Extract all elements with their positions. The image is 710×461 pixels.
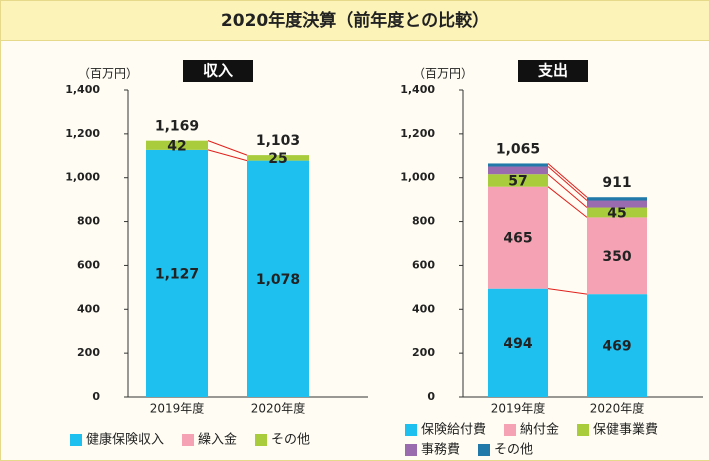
x-tick-label: 2020年度 bbox=[590, 401, 645, 416]
y-axis-label: （百万円） bbox=[78, 67, 138, 81]
bar-segment bbox=[587, 197, 647, 201]
legend-label: 繰入金 bbox=[198, 432, 237, 448]
y-tick-label: 400 bbox=[77, 302, 100, 315]
bar-segment bbox=[146, 149, 208, 397]
y-tick-label: 400 bbox=[412, 302, 435, 315]
y-tick-label: 0 bbox=[427, 390, 435, 403]
legend-label: 保険給付費 bbox=[421, 423, 486, 438]
panel-title: 支出 bbox=[537, 62, 568, 80]
x-tick-label: 2019年度 bbox=[491, 401, 546, 416]
data-label: 465 bbox=[503, 231, 532, 247]
connector-line bbox=[547, 288, 588, 295]
bar-segment bbox=[488, 166, 548, 175]
panel-header-box bbox=[518, 60, 588, 82]
y-tick-label: 0 bbox=[92, 390, 100, 403]
connector-line bbox=[207, 149, 248, 162]
y-tick-label: 1,000 bbox=[400, 171, 435, 184]
total-label: 1,169 bbox=[155, 119, 199, 135]
data-label: 494 bbox=[503, 336, 532, 352]
y-tick-label: 800 bbox=[77, 215, 100, 228]
bar-segment bbox=[587, 200, 647, 208]
legend-swatch bbox=[405, 424, 417, 436]
total-label: 911 bbox=[602, 175, 631, 191]
bar-segment bbox=[247, 155, 309, 161]
legend-label: その他 bbox=[271, 433, 310, 448]
connector-line bbox=[547, 186, 588, 218]
panel-header-box bbox=[183, 60, 253, 82]
data-label: 1,127 bbox=[155, 266, 199, 282]
data-label: 57 bbox=[508, 173, 527, 189]
data-label: 469 bbox=[602, 339, 631, 355]
y-tick-label: 1,400 bbox=[65, 83, 100, 96]
bar-segment bbox=[587, 217, 647, 295]
connector-line bbox=[547, 163, 588, 198]
legend-swatch bbox=[504, 424, 516, 436]
bar-segment bbox=[587, 207, 647, 218]
bar-segment bbox=[488, 174, 548, 187]
connector-line bbox=[547, 166, 588, 201]
legend-swatch bbox=[70, 434, 82, 446]
y-tick-label: 1,400 bbox=[400, 83, 435, 96]
legend-label: 健康保険収入 bbox=[86, 432, 164, 448]
bar-segment bbox=[247, 160, 309, 397]
y-axis-label: （百万円） bbox=[413, 67, 473, 81]
bar-segment bbox=[146, 140, 208, 150]
data-label: 1,078 bbox=[256, 272, 300, 288]
panel-title: 収入 bbox=[203, 62, 233, 80]
data-label: 45 bbox=[607, 205, 626, 221]
title-band bbox=[0, 0, 710, 41]
total-label: 1,065 bbox=[496, 141, 540, 157]
y-tick-label: 600 bbox=[77, 258, 100, 271]
y-tick-label: 200 bbox=[412, 346, 435, 359]
x-tick-label: 2020年度 bbox=[251, 401, 306, 416]
data-label: 42 bbox=[167, 138, 186, 154]
total-label: 1,103 bbox=[256, 133, 300, 149]
y-tick-label: 1,200 bbox=[65, 127, 100, 140]
connector-line bbox=[547, 173, 588, 208]
legend-swatch bbox=[255, 434, 267, 446]
y-tick-label: 600 bbox=[412, 258, 435, 271]
legend-label: その他 bbox=[494, 443, 533, 458]
legend-swatch bbox=[577, 424, 589, 436]
y-tick-label: 1,200 bbox=[400, 127, 435, 140]
connector-line bbox=[207, 140, 248, 156]
legend-swatch bbox=[478, 444, 490, 456]
y-tick-label: 1,000 bbox=[65, 171, 100, 184]
y-tick-label: 200 bbox=[77, 346, 100, 359]
legend-label: 事務費 bbox=[421, 443, 460, 458]
bar-segment bbox=[488, 186, 548, 289]
legend-swatch bbox=[405, 444, 417, 456]
legend-label: 保健事業費 bbox=[593, 422, 658, 438]
x-tick-label: 2019年度 bbox=[150, 401, 205, 416]
bar-segment bbox=[587, 294, 647, 397]
page-title: 2020年度決算（前年度との比較） bbox=[221, 10, 489, 31]
legend-label: 納付金 bbox=[520, 422, 559, 438]
bar-segment bbox=[488, 163, 548, 167]
y-tick-label: 800 bbox=[412, 215, 435, 228]
data-label: 25 bbox=[268, 151, 287, 167]
bar-segment bbox=[488, 288, 548, 397]
legend-swatch bbox=[182, 434, 194, 446]
data-label: 350 bbox=[602, 249, 631, 265]
